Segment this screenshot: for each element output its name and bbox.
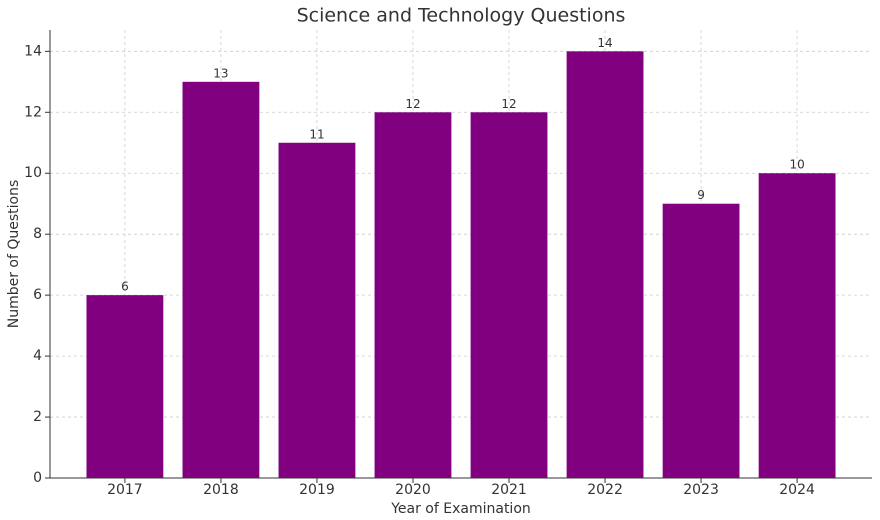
bar bbox=[86, 295, 164, 478]
value-label: 11 bbox=[309, 127, 324, 141]
y-axis-label: Number of Questions bbox=[6, 180, 22, 329]
x-tick-label: 2019 bbox=[299, 482, 335, 498]
x-tick-label: 2024 bbox=[779, 482, 815, 498]
x-tick-label: 2020 bbox=[395, 482, 431, 498]
y-tick-label: 12 bbox=[24, 104, 42, 120]
value-label: 14 bbox=[597, 36, 612, 50]
y-tick-label: 0 bbox=[33, 470, 42, 486]
bar bbox=[278, 142, 356, 478]
x-tick-label: 2021 bbox=[491, 482, 527, 498]
x-tick-label: 2022 bbox=[587, 482, 623, 498]
x-tick-label: 2017 bbox=[107, 482, 143, 498]
y-tick-label: 4 bbox=[33, 348, 42, 364]
bar bbox=[470, 112, 548, 479]
y-tick-label: 14 bbox=[24, 43, 42, 59]
value-label: 13 bbox=[213, 66, 228, 80]
x-tick-label: 2023 bbox=[683, 482, 719, 498]
bar bbox=[374, 112, 452, 479]
x-tick-label: 2018 bbox=[203, 482, 239, 498]
value-label: 6 bbox=[121, 280, 129, 294]
bar bbox=[662, 203, 740, 478]
value-label: 12 bbox=[405, 97, 420, 111]
bar bbox=[566, 51, 644, 478]
y-tick-label: 8 bbox=[33, 226, 42, 242]
bar bbox=[758, 173, 836, 478]
y-tick-label: 10 bbox=[24, 165, 42, 181]
value-label: 9 bbox=[697, 188, 705, 202]
y-tick-label: 6 bbox=[33, 287, 42, 303]
bar bbox=[182, 81, 260, 479]
x-axis-label: Year of Examination bbox=[390, 501, 531, 517]
chart-title: Science and Technology Questions bbox=[297, 5, 626, 27]
value-label: 12 bbox=[501, 97, 516, 111]
y-tick-label: 2 bbox=[33, 409, 42, 425]
value-label: 10 bbox=[789, 158, 804, 172]
